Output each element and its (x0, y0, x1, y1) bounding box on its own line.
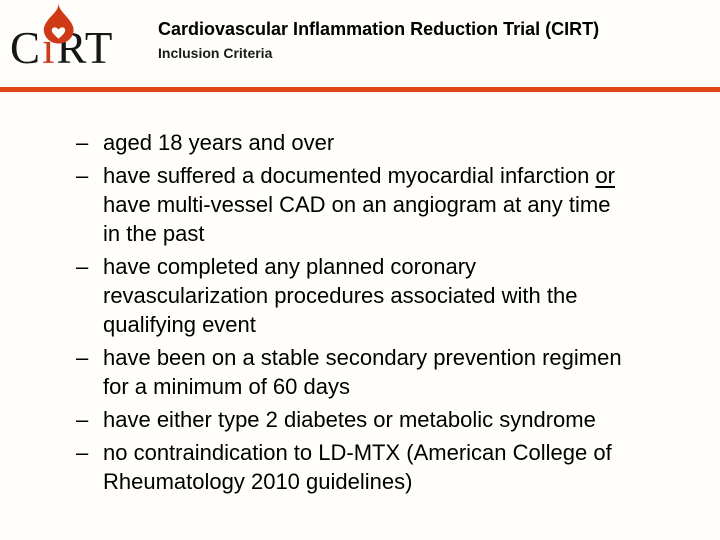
cirt-logo-letters: CiRT (10, 23, 113, 73)
content-area: – aged 18 years and over – have suffered a … (76, 128, 691, 500)
inclusion-criteria-list: – aged 18 years and over – have suffered a … (76, 128, 691, 496)
list-item: – no contraindication to LD-MTX (American… (76, 438, 691, 496)
list-item-text: aged 18 years and over (103, 130, 335, 155)
list-item: – have either type 2 diabetes or metaboli… (76, 405, 691, 434)
list-item-text: have completed any planned coronary revas… (103, 254, 578, 337)
logo-letter-c: C (10, 23, 42, 73)
list-item-text: no contraindication to LD-MTX (American … (103, 440, 612, 494)
list-item: – aged 18 years and over (76, 128, 691, 157)
dash-bullet-marker: – (76, 407, 89, 432)
page-title: Cardiovascular Inflammation Reduction Tr… (158, 19, 600, 39)
header: Cardiovascular Inflammation Reduction Tr… (158, 18, 599, 62)
cirt-logo: CiRT (10, 2, 145, 74)
dash-bullet-marker: – (76, 163, 89, 188)
list-item-text: have been on a stable secondary preventi… (103, 345, 622, 399)
dash-bullet-marker: – (76, 440, 89, 465)
list-item: – have suffered a documented myocardial i… (76, 161, 691, 248)
header-rule (0, 87, 720, 92)
list-item: – have completed any planned coronary reva… (76, 252, 691, 339)
list-item: – have been on a stable secondary prevent… (76, 343, 691, 401)
list-item-text: have suffered a documented myocardial in… (103, 163, 615, 246)
list-item-text: have either type 2 diabetes or metabolic… (103, 407, 596, 432)
flame-icon (43, 3, 74, 44)
dash-bullet-marker: – (76, 345, 89, 370)
page-subtitle: Inclusion Criteria (158, 45, 273, 61)
dash-bullet-marker: – (76, 254, 89, 279)
dash-bullet-marker: – (76, 130, 89, 155)
